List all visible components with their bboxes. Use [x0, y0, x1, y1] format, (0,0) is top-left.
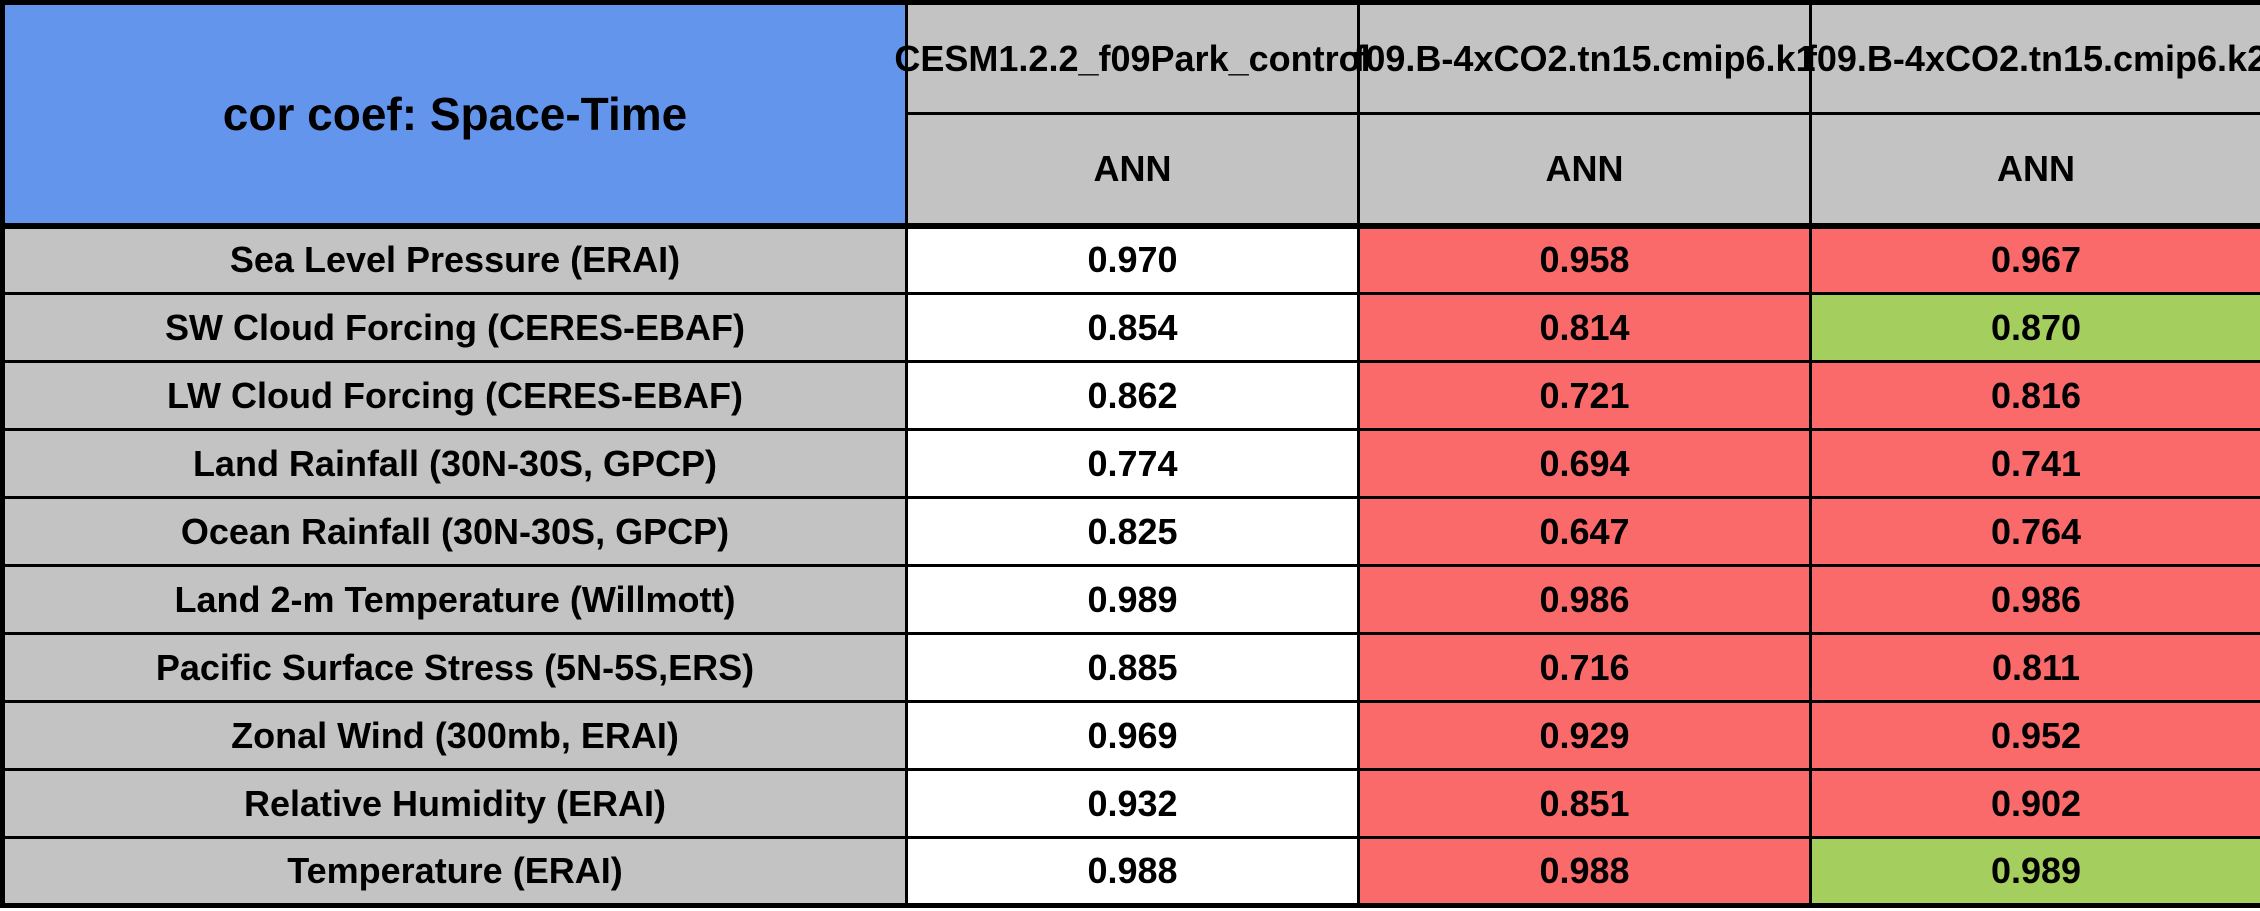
value-cell: 0.969 — [905, 700, 1360, 771]
value-cell: 0.721 — [1357, 360, 1812, 431]
row-label: SW Cloud Forcing (CERES-EBAF) — [1, 292, 908, 363]
value-cell: 0.885 — [905, 632, 1360, 703]
season-header-3: ANN — [1809, 112, 2260, 229]
value-cell: 0.989 — [905, 564, 1360, 635]
value-cell: 0.816 — [1809, 360, 2260, 431]
table-row: Temperature (ERAI) 0.988 0.988 0.989 — [1, 836, 2260, 907]
row-label: LW Cloud Forcing (CERES-EBAF) — [1, 360, 908, 431]
row-label: Zonal Wind (300mb, ERAI) — [1, 700, 908, 771]
table-row: Relative Humidity (ERAI) 0.932 0.851 0.9… — [1, 768, 2260, 839]
value-cell: 0.958 — [1357, 224, 1812, 295]
value-cell: 0.814 — [1357, 292, 1812, 363]
value-cell: 0.989 — [1809, 836, 2260, 907]
table-row: Zonal Wind (300mb, ERAI) 0.969 0.929 0.9… — [1, 700, 2260, 771]
value-cell: 0.854 — [905, 292, 1360, 363]
table-row: Pacific Surface Stress (5N-5S,ERS) 0.885… — [1, 632, 2260, 703]
value-cell: 0.811 — [1809, 632, 2260, 703]
row-label: Sea Level Pressure (ERAI) — [1, 224, 908, 295]
value-cell: 0.932 — [905, 768, 1360, 839]
row-label: Land Rainfall (30N-30S, GPCP) — [1, 428, 908, 499]
value-cell: 0.970 — [905, 224, 1360, 295]
season-header-2: ANN — [1357, 112, 1812, 229]
row-label: Ocean Rainfall (30N-30S, GPCP) — [1, 496, 908, 567]
value-cell: 0.774 — [905, 428, 1360, 499]
table-row: Land Rainfall (30N-30S, GPCP) 0.774 0.69… — [1, 428, 2260, 499]
table-row: Land 2-m Temperature (Willmott) 0.989 0.… — [1, 564, 2260, 635]
value-cell: 0.902 — [1809, 768, 2260, 839]
value-cell: 0.694 — [1357, 428, 1812, 499]
value-cell: 0.952 — [1809, 700, 2260, 771]
value-cell: 0.870 — [1809, 292, 2260, 363]
value-cell: 0.986 — [1357, 564, 1812, 635]
table-title: cor coef: Space-Time — [1, 1, 908, 229]
table-row: Sea Level Pressure (ERAI) 0.970 0.958 0.… — [1, 224, 2260, 295]
table-row: Ocean Rainfall (30N-30S, GPCP) 0.825 0.6… — [1, 496, 2260, 567]
table-row: SW Cloud Forcing (CERES-EBAF) 0.854 0.81… — [1, 292, 2260, 363]
header-row-seasons: ANN ANN ANN — [3, 112, 2260, 229]
value-cell: 0.825 — [905, 496, 1360, 567]
value-cell: 0.741 — [1809, 428, 2260, 499]
value-cell: 0.929 — [1357, 700, 1812, 771]
row-label: Land 2-m Temperature (Willmott) — [1, 564, 908, 635]
column-header-model-control: CESM1.2.2_f09Park_control — [894, 1, 1371, 115]
table-row: LW Cloud Forcing (CERES-EBAF) 0.862 0.72… — [1, 360, 2260, 431]
value-cell: 0.647 — [1357, 496, 1812, 567]
value-cell: 0.764 — [1809, 496, 2260, 567]
value-cell: 0.967 — [1809, 224, 2260, 295]
value-cell: 0.988 — [905, 836, 1360, 907]
value-cell: 0.851 — [1357, 768, 1812, 839]
column-header-model-k2: f09.B-4xCO2.tn15.cmip6.k2 — [1805, 1, 2260, 115]
header-row-models: cor coef: Space-Time CESM1.2.2_f09Park_c… — [1, 1, 2260, 229]
row-label: Relative Humidity (ERAI) — [1, 768, 908, 839]
model-name-label: f09.B-4xCO2.tn15.cmip6.k2 — [1804, 37, 2260, 79]
value-cell: 0.716 — [1357, 632, 1812, 703]
row-label: Temperature (ERAI) — [1, 836, 908, 907]
value-cell: 0.988 — [1357, 836, 1812, 907]
model-name-label: CESM1.2.2_f09Park_control — [894, 37, 1371, 79]
value-cell: 0.862 — [905, 360, 1360, 431]
column-header-model-k1: f09.B-4xCO2.tn15.cmip6.k1 — [1353, 1, 1816, 115]
season-header-1: ANN — [905, 112, 1360, 229]
value-cell: 0.986 — [1809, 564, 2260, 635]
row-label: Pacific Surface Stress (5N-5S,ERS) — [1, 632, 908, 703]
model-name-label: f09.B-4xCO2.tn15.cmip6.k1 — [1353, 37, 1816, 79]
